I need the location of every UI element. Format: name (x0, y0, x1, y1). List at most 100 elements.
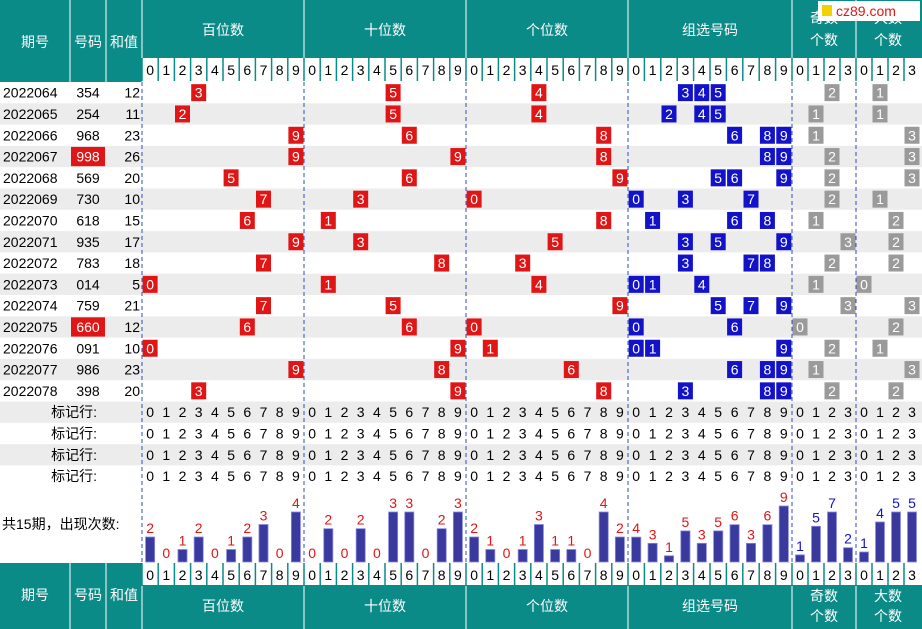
digit-label: 1 (876, 567, 884, 583)
hundreds-marker-label: 9 (292, 149, 300, 165)
mark-digit: 2 (828, 447, 836, 463)
group-marker-label: 5 (714, 170, 722, 186)
mark-digit: 9 (780, 404, 788, 420)
digit-label: 3 (195, 62, 203, 78)
mark-digit: 1 (649, 447, 657, 463)
section-title: 大数 (874, 588, 902, 604)
count-value: 1 (860, 535, 868, 551)
group-marker (628, 318, 644, 336)
tens-marker-label: 1 (324, 276, 332, 292)
count-bar (746, 542, 756, 563)
mark-digit: 7 (260, 447, 268, 463)
hundreds-marker-label: 0 (146, 276, 154, 292)
sum: 20 (124, 383, 140, 399)
group-marker (776, 339, 792, 357)
group-marker (677, 233, 693, 251)
mark-digit: 2 (665, 447, 673, 463)
digit-label: 6 (243, 62, 251, 78)
odd-marker-label: 2 (828, 191, 836, 207)
row-stripe (0, 358, 922, 381)
digit-label: 5 (227, 567, 235, 583)
big-marker-label: 0 (860, 276, 868, 292)
mark-digit: 8 (276, 425, 284, 441)
mark-digit: 0 (470, 404, 478, 420)
units-marker-label: 0 (470, 319, 478, 335)
big-marker (888, 254, 904, 272)
number: 968 (76, 127, 100, 143)
mark-digit: 3 (195, 425, 203, 441)
big-marker-label: 3 (908, 149, 916, 165)
digit-label: 9 (780, 567, 788, 583)
group-marker (694, 105, 710, 123)
digit-label: 8 (276, 62, 284, 78)
mark-digit: 3 (908, 404, 916, 420)
digit-label: 0 (796, 62, 804, 78)
count-value: 5 (714, 514, 722, 530)
mark-digit: 6 (731, 447, 739, 463)
digit-label: 0 (146, 567, 154, 583)
group-marker (645, 211, 661, 229)
count-value: 3 (649, 526, 657, 542)
count-value: 1 (665, 539, 673, 555)
hundreds-marker (191, 382, 207, 400)
mark-digit: 9 (454, 425, 462, 441)
mark-digit: 4 (535, 404, 543, 420)
count-value: 1 (227, 533, 235, 549)
digit-label: 7 (260, 62, 268, 78)
mark-digit: 1 (812, 468, 820, 484)
odd-marker (808, 361, 824, 379)
tens-marker (401, 169, 417, 187)
mark-digit: 4 (211, 447, 219, 463)
digit-label: 8 (764, 567, 772, 583)
digit-label: 6 (243, 567, 251, 583)
count-bar (242, 536, 253, 563)
issue: 2022065 (3, 106, 58, 122)
units-marker (563, 361, 579, 379)
units-marker (482, 339, 498, 357)
mark-digit: 0 (146, 468, 154, 484)
group-marker-label: 3 (682, 255, 690, 271)
count-bar (193, 536, 204, 563)
big-marker (872, 339, 888, 357)
row-stripe (0, 444, 922, 466)
mark-digit: 8 (438, 404, 446, 420)
digit-label: 1 (162, 567, 170, 583)
odd-marker-label: 2 (828, 383, 836, 399)
mark-digit: 0 (796, 468, 804, 484)
mark-digit: 3 (844, 425, 852, 441)
units-marker-label: 8 (600, 212, 608, 228)
units-marker (612, 297, 628, 315)
tens-marker (385, 297, 401, 315)
big-marker-label: 1 (876, 191, 884, 207)
group-marker-label: 2 (665, 106, 673, 122)
tens-marker (450, 339, 466, 357)
count-value: 1 (519, 533, 527, 549)
mark-digit: 6 (405, 468, 413, 484)
hundreds-marker-label: 2 (179, 106, 187, 122)
digit-label: 7 (584, 567, 592, 583)
group-marker-label: 6 (731, 362, 739, 378)
mark-digit: 6 (405, 404, 413, 420)
digit-label: 3 (908, 62, 916, 78)
mark-digit: 7 (584, 468, 592, 484)
odd-marker (808, 105, 824, 123)
digit-label: 1 (649, 567, 657, 583)
count-bar (859, 551, 869, 563)
count-value: 0 (162, 545, 170, 561)
count-value: 1 (567, 533, 575, 549)
tens-marker (320, 211, 336, 229)
big-marker-label: 3 (908, 298, 916, 314)
big-marker-label: 2 (892, 255, 900, 271)
mark-digit: 5 (714, 468, 722, 484)
count-value: 0 (503, 545, 511, 561)
footer-bg (0, 563, 142, 585)
mark-digit: 1 (162, 447, 170, 463)
mark-digit: 1 (486, 425, 494, 441)
mark-digit: 3 (195, 447, 203, 463)
units-marker (596, 126, 612, 144)
group-marker (759, 148, 775, 166)
mark-digit: 8 (764, 447, 772, 463)
digit-label: 1 (812, 567, 820, 583)
